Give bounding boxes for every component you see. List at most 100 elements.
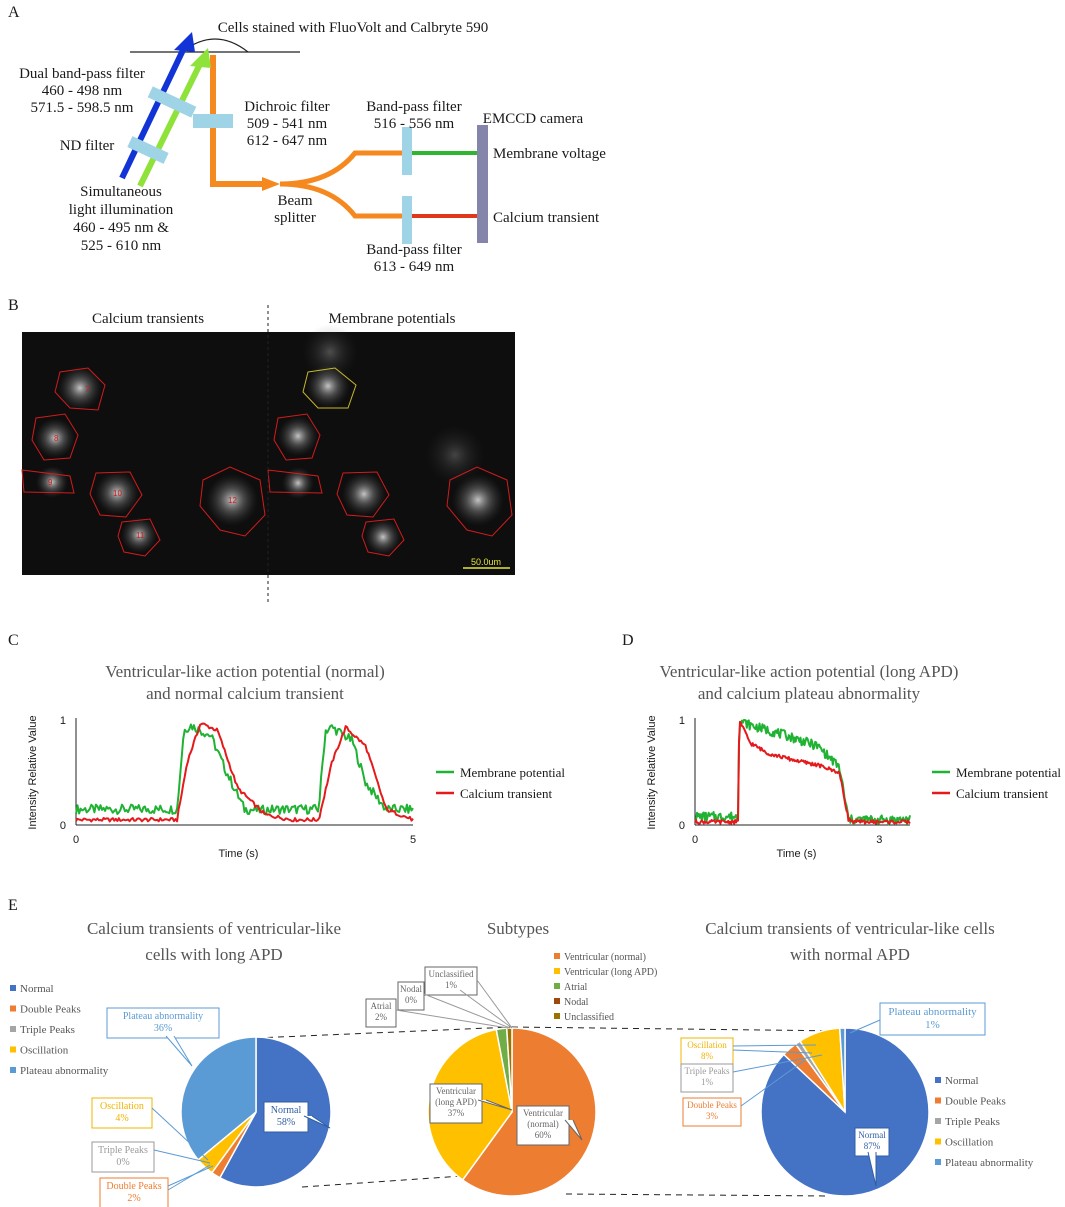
panel-letter-e: E [8,897,18,914]
pie-right-callout-text: Normal [858,1130,886,1140]
cell-glow [58,366,102,410]
pie-left-leader-line [167,1165,214,1187]
pie-left-leader-line [151,1107,209,1161]
pie-left-legend-swatch [10,1067,16,1073]
split-path-top [279,150,410,187]
chart-d-x-tick: 0 [692,834,698,846]
pie-mid-legend-label: Atrial [564,982,588,993]
pie-left-leader-line [153,1149,211,1164]
membrane-voltage-label: Membrane voltage [493,146,606,162]
panel-letter-c: C [8,632,19,649]
pie-mid-callout-text: Ventricular [523,1108,563,1118]
pie-left-callout-text: 4% [115,1113,128,1124]
roi-outline [361,518,405,557]
pie-left-callout-pointer [303,1115,331,1129]
pie-mid-legend-swatch [554,968,560,974]
blue-excitation [119,46,187,180]
roi-number: 10 [113,489,122,498]
panel-letter-d: D [622,632,634,649]
roi-number: 9 [48,478,53,487]
pie-mid-legend-label: Unclassified [564,1012,614,1023]
pie-left-legend-label: Oscillation [20,1045,69,1057]
bp-bottom-label-1: Band-pass filter [366,242,461,258]
green-arrowhead [190,48,211,68]
chart-d-series-line [694,720,911,825]
pie-right-callout-text: 1% [925,1019,940,1031]
dual-filter-label-3: 571.5 - 598.5 nm [31,100,134,116]
pie-right-callout-box [680,1063,734,1093]
pie-right-leader-line [740,1059,806,1107]
cell-glow [452,474,504,526]
panel-e: E Calcium transients of ventricular-like… [8,897,1034,1207]
pie-mid-legend-swatch [554,998,560,1004]
dual-filter-label-1: Dual band-pass filter [19,66,145,82]
pie-left [180,1036,332,1188]
pie-mid-callout-box [516,1105,570,1146]
chart-d-series-line [694,719,911,826]
pie-left-callout-text: 36% [154,1023,172,1034]
split-path-bottom [279,181,410,219]
pie-left-legend-swatch [10,1026,16,1032]
pie-left-callout-box [91,1097,153,1129]
pie-left-callout-text: Double Peaks [106,1181,161,1192]
chart-c: 0 5 0 1 Time (s) Intensity Relative Value Memb… [27,715,565,860]
pie-mid-callout-text: 0% [405,995,418,1005]
pie-left-legend-label: Plateau abnormality [20,1065,109,1077]
cell-glow [342,472,386,516]
blue-arrowhead [174,32,195,52]
roi-outline-selected [302,367,357,409]
roi-numbers: 7 8 9 10 11 12 [48,385,237,540]
pie-mid-callout-text: Atrial [371,1001,392,1011]
pie-right-legend-swatch [935,1118,941,1124]
roi-outline [31,413,79,461]
pie-mid-callout-text: (normal) [527,1119,559,1129]
roi-outline [273,413,321,461]
legend-left: Normal Double Peaks Triple Peaks Oscillatio… [10,983,109,1077]
pie-left-legend-label: Double Peaks [20,1004,81,1016]
nd-filter [127,136,169,164]
bp-bottom-label-2: 613 - 649 nm [374,259,455,275]
illumination-label-2: light illumination [69,202,174,218]
emccd-camera [477,125,488,243]
chart-d-x-tick: 3 [876,834,882,846]
membrane-image-title: Membrane potentials [328,311,455,327]
connector-top-right [511,1026,846,1032]
roi-outline [117,518,161,557]
pie-right-callout-pointer [867,1151,877,1187]
chart-d-y-label: Intensity Relative Value [646,715,658,829]
pie-mid-callout-text: 1% [445,980,458,990]
chart-c-y-tick: 0 [60,820,66,832]
camera-label: EMCCD camera [483,111,584,127]
pie-mid-leader-line [423,993,511,1029]
dichroic-label-2: 509 - 541 nm [247,116,328,132]
pie-left-callout-text: Plateau abnormality [123,1011,203,1022]
pie-mid-legend-swatch [554,1013,560,1019]
pie-mid-callout-text: Nodal [400,984,422,994]
legend-right: Normal Double Peaks Triple Peaks Oscillatio… [935,1075,1034,1169]
pie-left-callout-pointer [165,1035,193,1067]
pie-right-legend-label: Double Peaks [945,1096,1006,1108]
illumination-label-4: 525 - 610 nm [81,238,162,254]
pie-left-slice [180,1036,257,1161]
pie-right-callout-text: Plateau abnormality [888,1006,977,1018]
chart-c-series-line [75,722,414,823]
cell-glow [365,519,401,555]
pie-mid-leader-line [476,979,513,1029]
chart-c-title-2: and normal calcium transient [146,684,344,703]
pie-mid-callout-text: 2% [375,1012,388,1022]
pie-left-callout-box [106,1007,220,1039]
beam-splitter-label-1: Beam [278,193,313,209]
pie-left-callout-text: 2% [127,1193,140,1204]
panel-b: B Calcium transients Membrane potentials [8,297,515,605]
chart-c-y-tick: 1 [60,715,66,727]
pie-right-callout-text: Triple Peaks [685,1066,730,1076]
roi-number: 11 [136,531,145,540]
chart-c-series-line [75,723,414,816]
pie-mid-callout-box [429,1083,483,1124]
pie-mid-legend-swatch [554,983,560,989]
illumination-label-1: Simultaneous [80,184,162,200]
green-excitation [137,62,203,188]
pie-right-legend-swatch [935,1138,941,1145]
pie-right-callout-text: 8% [701,1051,714,1061]
